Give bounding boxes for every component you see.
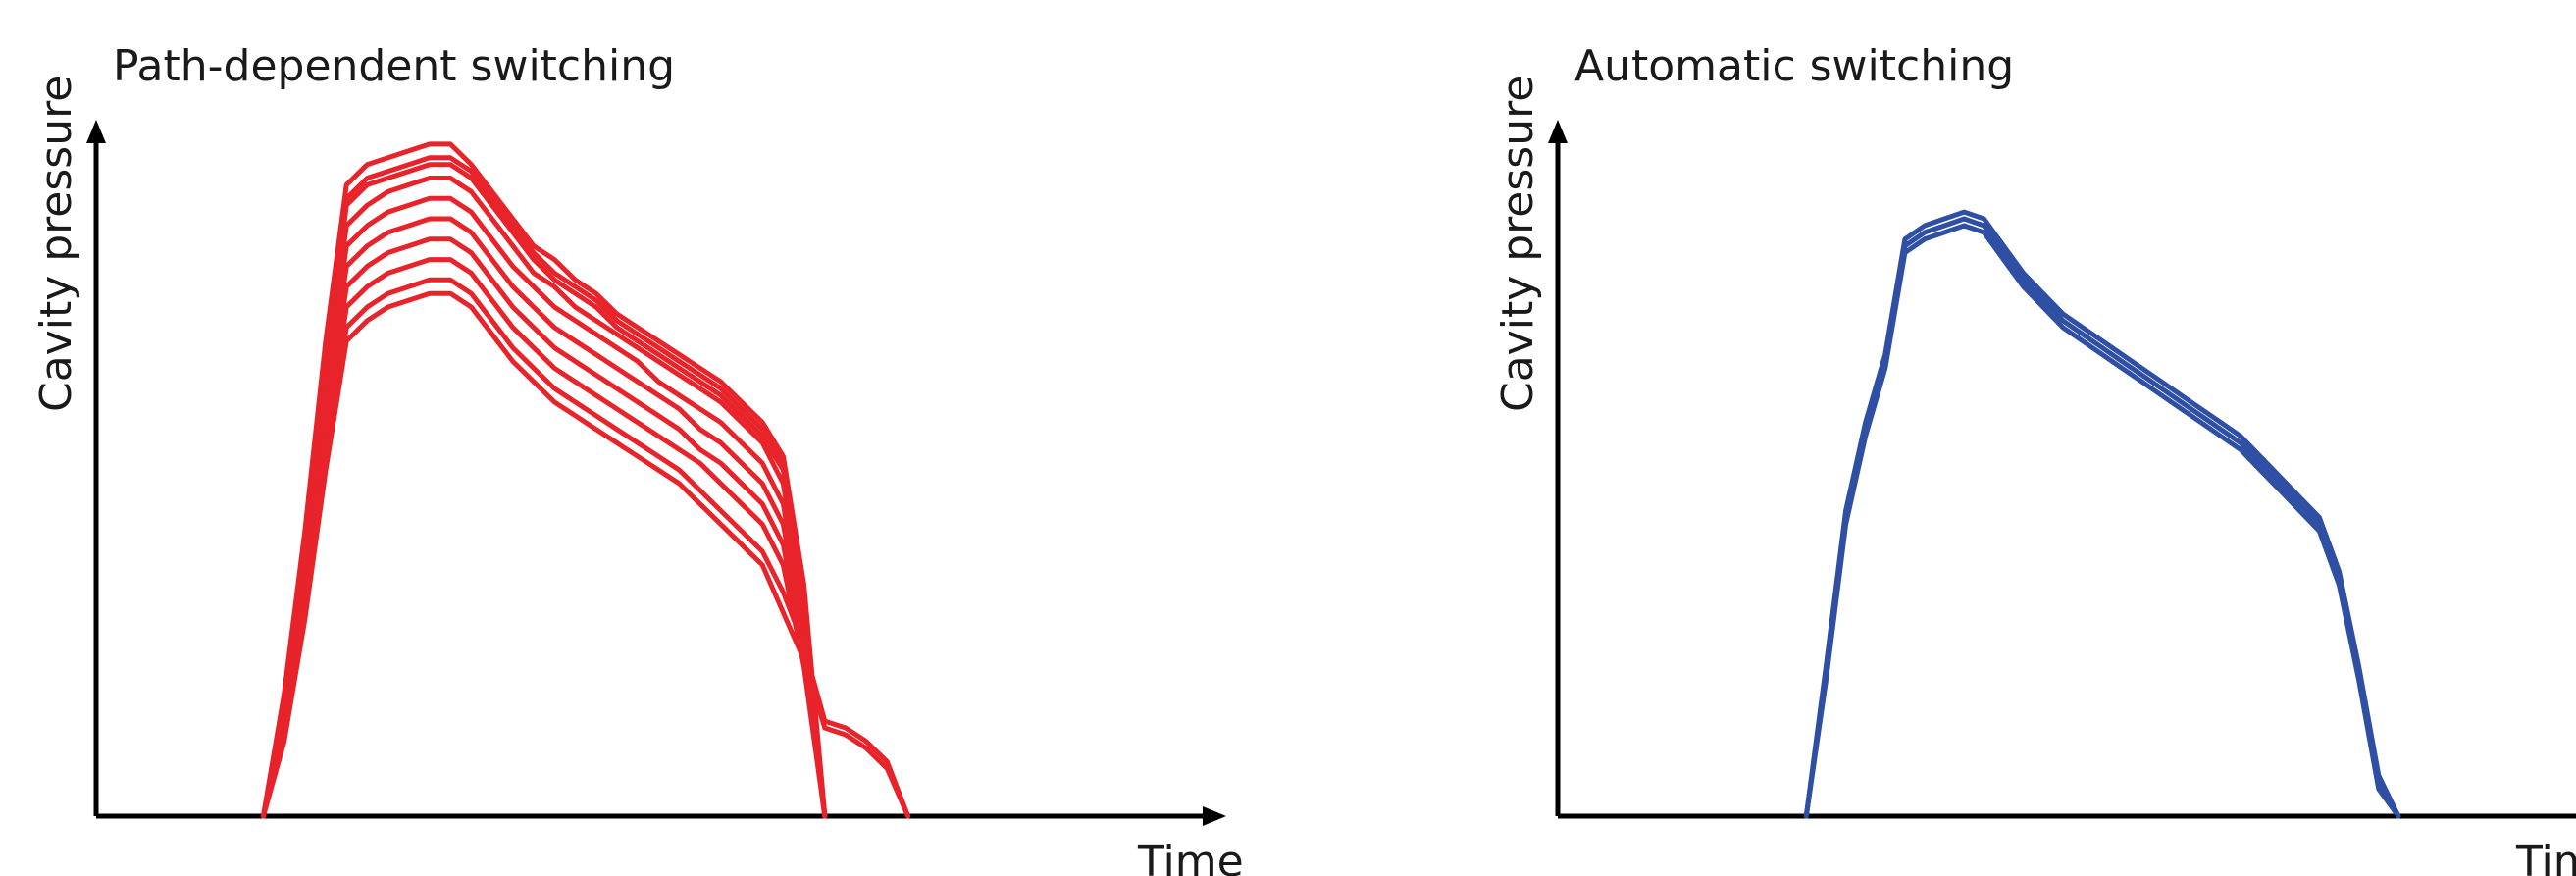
series-line-1 — [260, 155, 828, 819]
series-line-0 — [260, 141, 828, 819]
series-line-9 — [260, 290, 911, 819]
y-axis-label: Cavity pressure — [31, 76, 81, 412]
series-line-8 — [260, 277, 911, 819]
series-line-5 — [260, 216, 828, 819]
y-axis-label: Cavity pressure — [1493, 76, 1543, 412]
series-line-3 — [260, 176, 828, 819]
x-axis-arrow — [1203, 806, 1226, 826]
series-line-1 — [1803, 216, 2401, 819]
series-group — [1803, 209, 2401, 819]
series-line-2 — [260, 162, 828, 819]
series-line-4 — [260, 195, 828, 819]
panel-title: Automatic switching — [1574, 41, 2014, 91]
panel-title: Path-dependent switching — [113, 41, 675, 91]
panel-path-dependent: Path-dependent switching Cavity pressure… — [31, 41, 1244, 876]
y-axis-arrow — [1548, 120, 1568, 143]
x-axis-label: Time — [1137, 837, 1244, 876]
y-axis-arrow — [86, 120, 106, 143]
series-line-0 — [1803, 209, 2401, 819]
series-line-6 — [260, 236, 828, 819]
series-group — [260, 141, 911, 819]
panel-automatic: Automatic switching Cavity pressure Time — [1493, 41, 2576, 876]
series-line-7 — [260, 257, 828, 819]
x-axis-label: Time — [2515, 837, 2576, 876]
series-line-2 — [1803, 223, 2401, 819]
